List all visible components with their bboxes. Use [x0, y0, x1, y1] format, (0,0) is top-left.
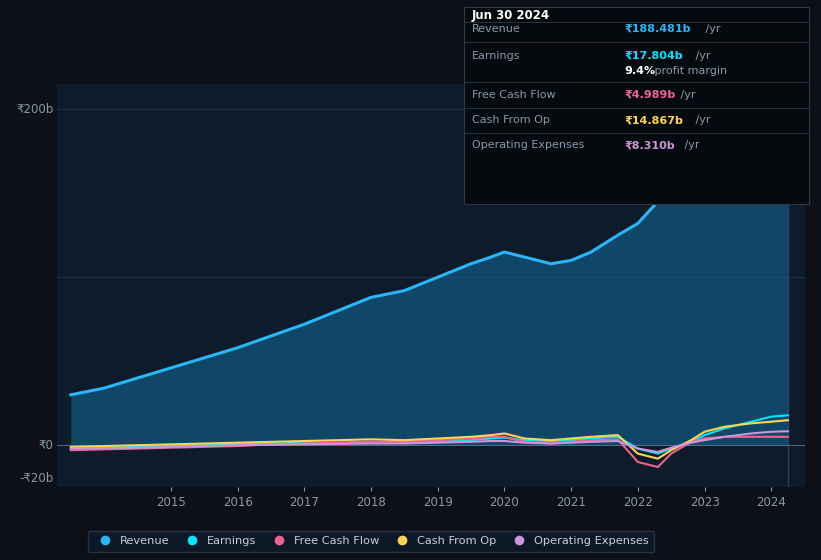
Text: ₹200b: ₹200b — [16, 102, 53, 116]
Text: Revenue: Revenue — [472, 24, 521, 34]
Text: ₹17.804b: ₹17.804b — [624, 51, 682, 61]
Text: /yr: /yr — [692, 115, 711, 125]
Text: Cash From Op: Cash From Op — [472, 115, 550, 125]
Text: Jun 30 2024: Jun 30 2024 — [472, 9, 550, 22]
Text: ₹188.481b: ₹188.481b — [624, 24, 690, 34]
Text: /yr: /yr — [692, 51, 711, 61]
Text: ₹14.867b: ₹14.867b — [624, 115, 683, 125]
Text: ₹8.310b: ₹8.310b — [624, 141, 675, 151]
Text: -₹20b: -₹20b — [20, 472, 53, 486]
Legend: Revenue, Earnings, Free Cash Flow, Cash From Op, Operating Expenses: Revenue, Earnings, Free Cash Flow, Cash … — [88, 531, 654, 552]
Text: Operating Expenses: Operating Expenses — [472, 141, 585, 151]
Text: /yr: /yr — [702, 24, 721, 34]
Text: /yr: /yr — [681, 141, 700, 151]
Text: 9.4%: 9.4% — [624, 66, 655, 76]
Text: /yr: /yr — [677, 90, 695, 100]
Text: Free Cash Flow: Free Cash Flow — [472, 90, 556, 100]
Text: profit margin: profit margin — [651, 66, 727, 76]
Text: ₹4.989b: ₹4.989b — [624, 90, 675, 100]
Text: ₹0: ₹0 — [39, 438, 53, 452]
Text: Earnings: Earnings — [472, 51, 521, 61]
